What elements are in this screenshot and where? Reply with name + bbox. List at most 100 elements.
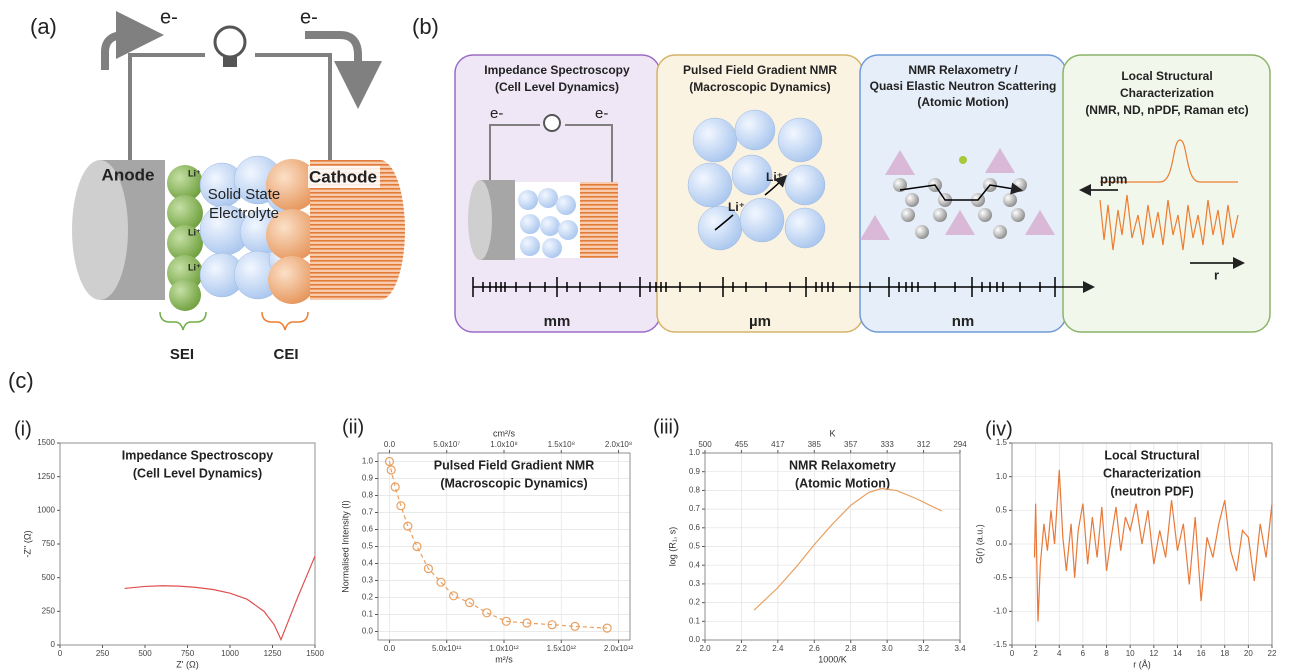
data-line bbox=[754, 489, 942, 611]
cei-label: CEI bbox=[273, 346, 298, 363]
y-tick-label: 0.0 bbox=[996, 539, 1008, 548]
data-line bbox=[125, 556, 315, 639]
x-tick-label: 1.5x10¹² bbox=[547, 644, 577, 653]
brace bbox=[160, 312, 206, 330]
x-tick-label: 0 bbox=[1010, 649, 1015, 658]
panel-label: (i) bbox=[14, 418, 32, 440]
x-tick-label: 3.4 bbox=[954, 644, 966, 653]
x-tick-label: 10 bbox=[1126, 649, 1135, 658]
chart-title: (neutron PDF) bbox=[1110, 484, 1193, 498]
scale-label: nm bbox=[952, 313, 975, 330]
x-tick-label: 250 bbox=[96, 649, 110, 658]
x-tick-label: 22 bbox=[1268, 649, 1277, 658]
x-tick-label: 3.2 bbox=[918, 644, 930, 653]
x2-tick-label: 294 bbox=[953, 440, 967, 449]
x2-axis-label: cm²/s bbox=[493, 428, 515, 438]
x-tick-label: 18 bbox=[1220, 649, 1229, 658]
x-axis-label: r (Å) bbox=[1133, 659, 1151, 669]
x2-tick-label: 333 bbox=[880, 440, 894, 449]
chart-title: (Atomic Motion) bbox=[795, 476, 890, 490]
chart-title: Impedance Spectroscopy bbox=[122, 448, 273, 462]
chart-title: (Cell Level Dynamics) bbox=[133, 466, 262, 480]
scale-label: mm bbox=[544, 313, 571, 330]
x-tick-label: 12 bbox=[1149, 649, 1158, 658]
sei-label: SEI bbox=[170, 346, 194, 363]
panel-b: (b) Impedance Spectroscopy (Cell Level D… bbox=[412, 14, 1270, 332]
technique-title: Local Structural bbox=[1121, 69, 1212, 83]
figure: (a) e- e- Anode Cathode Solid State Elec… bbox=[0, 0, 1291, 671]
y-tick-label: 1.0 bbox=[996, 472, 1008, 481]
data-point bbox=[391, 483, 399, 491]
technique-title: Quasi Elastic Neutron Scattering bbox=[870, 79, 1057, 93]
x-tick-label: 2.0x10¹² bbox=[604, 644, 634, 653]
ion-label: Li⁺ bbox=[188, 168, 201, 178]
y-tick-label: -0.5 bbox=[993, 573, 1007, 582]
y-tick-label: 1250 bbox=[37, 472, 55, 481]
y-tick-label: 0.5 bbox=[689, 542, 701, 551]
y-tick-label: 1.0 bbox=[362, 457, 374, 466]
y-tick-label: 0.6 bbox=[689, 523, 701, 532]
x-tick-label: 4 bbox=[1057, 649, 1062, 658]
y-tick-label: 0.5 bbox=[996, 505, 1008, 514]
x2-tick-label: 500 bbox=[698, 440, 712, 449]
x2-tick-label: 417 bbox=[771, 440, 785, 449]
anode-label: Anode bbox=[102, 165, 155, 184]
charts: (i)0250500750100012501500025050075010001… bbox=[14, 416, 1277, 669]
electron-label: e- bbox=[300, 6, 318, 28]
wire bbox=[130, 55, 330, 165]
y-tick-label: 0.2 bbox=[362, 593, 374, 602]
sei-particles bbox=[167, 165, 203, 311]
data-point bbox=[483, 609, 491, 617]
x-tick-label: 2.0 bbox=[699, 644, 711, 653]
chart-title: Pulsed Field Gradient NMR bbox=[434, 458, 594, 472]
ion-label: Li⁺ bbox=[188, 227, 201, 237]
ion-label: Li⁺ bbox=[766, 170, 783, 184]
y-tick-label: -1.5 bbox=[993, 640, 1007, 649]
panel-label: (b) bbox=[412, 14, 439, 39]
data-point bbox=[450, 592, 458, 600]
y-tick-label: 0.3 bbox=[689, 579, 701, 588]
bulb-base bbox=[223, 57, 237, 67]
electrolyte-label: Electrolyte bbox=[209, 205, 279, 222]
ion-label: Li⁺ bbox=[728, 200, 745, 214]
y-tick-label: 0 bbox=[51, 640, 56, 649]
y-tick-label: 0.6 bbox=[362, 525, 374, 534]
x2-axis-label: K bbox=[829, 428, 835, 438]
chart-title: NMR Relaxometry bbox=[789, 458, 896, 472]
technique-title: (Atomic Motion) bbox=[917, 95, 1008, 109]
technique-title: NMR Relaxometry / bbox=[908, 63, 1018, 77]
x-tick-label: 1250 bbox=[264, 649, 282, 658]
y-tick-label: 0.9 bbox=[689, 467, 701, 476]
y-tick-label: 1.0 bbox=[689, 448, 701, 457]
y-tick-label: 750 bbox=[42, 539, 56, 548]
panel-a: (a) e- e- Anode Cathode Solid State Elec… bbox=[30, 6, 405, 363]
panel-label: (c) bbox=[8, 368, 34, 393]
x-tick-label: 8 bbox=[1104, 649, 1109, 658]
x-tick-label: 20 bbox=[1244, 649, 1253, 658]
y-tick-label: 500 bbox=[42, 573, 56, 582]
y-tick-label: 0.2 bbox=[689, 598, 701, 607]
chart-title: (Macroscopic Dynamics) bbox=[440, 476, 587, 490]
x-tick-label: 1.0x10¹² bbox=[489, 644, 519, 653]
x2-tick-label: 2.0x10⁸ bbox=[605, 440, 632, 449]
panel-label: (ii) bbox=[342, 416, 364, 438]
chart-title: Characterization bbox=[1103, 466, 1201, 480]
panel-label: (iii) bbox=[653, 416, 680, 438]
x-tick-label: 16 bbox=[1197, 649, 1206, 658]
y-tick-label: 1.5 bbox=[996, 438, 1008, 447]
y-tick-label: 0.7 bbox=[689, 504, 701, 513]
y-axis-label: G(r) (a.u.) bbox=[974, 524, 984, 564]
y-tick-label: 250 bbox=[42, 606, 56, 615]
x-tick-label: 2.4 bbox=[772, 644, 784, 653]
x-tick-label: 2 bbox=[1033, 649, 1038, 658]
x2-tick-label: 312 bbox=[917, 440, 931, 449]
y-axis-label: Normalised Intensity (I) bbox=[340, 500, 350, 593]
x2-tick-label: 1.0x10⁸ bbox=[490, 440, 517, 449]
x2-tick-label: 455 bbox=[735, 440, 749, 449]
y-tick-label: 0.8 bbox=[689, 486, 701, 495]
bulb bbox=[215, 27, 245, 57]
y-tick-label: 0.3 bbox=[362, 576, 374, 585]
y-tick-label: 0.1 bbox=[362, 610, 374, 619]
chart-title: Local Structural bbox=[1104, 448, 1199, 462]
technique-title: (NMR, ND, nPDF, Raman etc) bbox=[1085, 103, 1248, 117]
